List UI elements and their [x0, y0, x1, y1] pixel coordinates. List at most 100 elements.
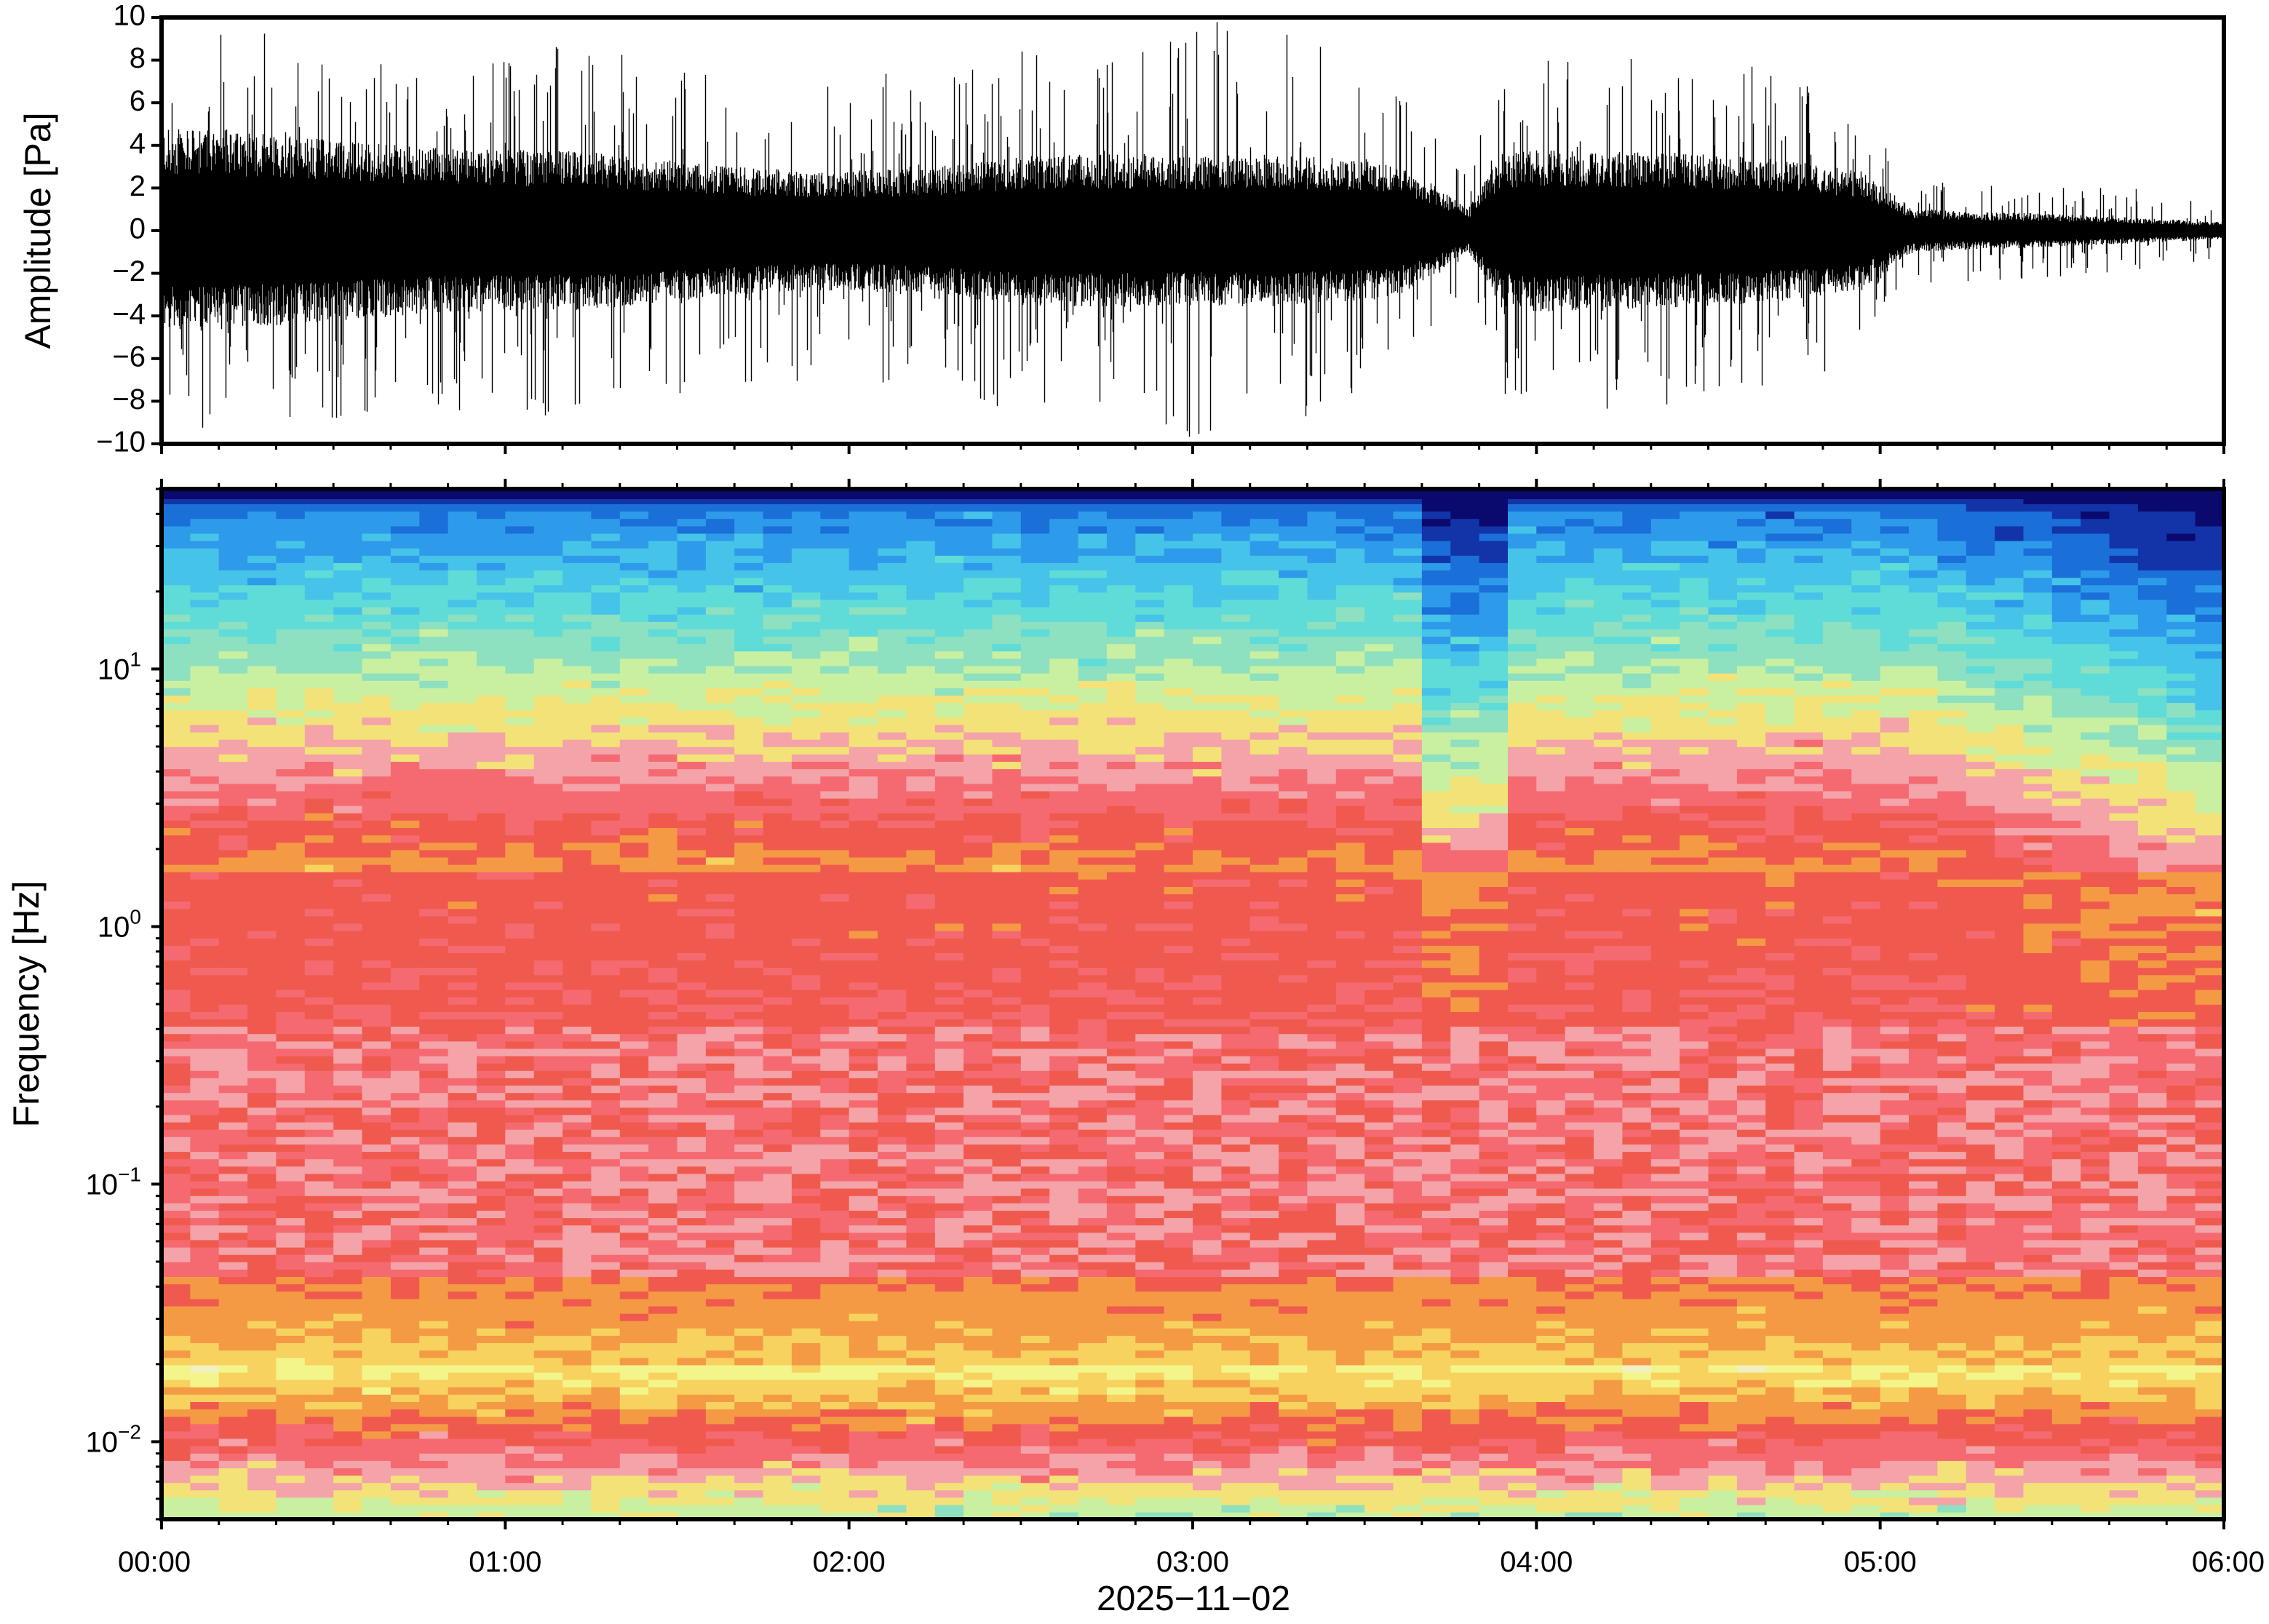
spectrogram-cell: [992, 1232, 1022, 1241]
spectrogram-cell: [1135, 1114, 1165, 1123]
spectrogram-cell: [563, 592, 592, 600]
spectrogram-cell: [992, 1394, 1022, 1402]
spectrogram-cell: [677, 621, 707, 629]
spectrogram-cell: [734, 547, 764, 556]
spectrogram-cell: [448, 1482, 477, 1491]
spectrogram-cell: [563, 1262, 592, 1270]
spectrogram-heatmap: [162, 489, 2224, 1519]
spectrogram-cell: [878, 717, 907, 725]
spectrogram-cell: [878, 1262, 907, 1270]
spectrogram-cell: [477, 1445, 506, 1454]
spectrogram-cell: [419, 776, 449, 784]
spectrogram-cell: [419, 783, 449, 792]
spectrogram-cell: [477, 570, 506, 578]
spectrogram-cell: [734, 739, 764, 747]
spectrogram-cell: [190, 1246, 220, 1255]
spectrogram-cell: [390, 1305, 421, 1314]
spectrogram-cell: [448, 658, 477, 666]
spectrogram-cell: [505, 1269, 535, 1277]
spectrogram-cell: [1106, 709, 1137, 718]
spectrogram-cell: [1106, 849, 1137, 858]
spectrogram-cell: [218, 1173, 248, 1182]
spectrogram-cell: [734, 1107, 764, 1115]
spectrogram-cell: [1106, 886, 1137, 895]
spectrogram-cell: [763, 930, 792, 939]
spectrogram-cell: [362, 996, 392, 1005]
spectrogram-cell: [304, 1379, 334, 1388]
spectrogram-cell: [619, 1033, 649, 1042]
spectrogram-cell: [276, 1489, 306, 1498]
spectrogram-cell: [878, 658, 907, 666]
spectrogram-cell: [763, 1173, 792, 1182]
spectrogram-cell: [820, 717, 850, 725]
spectrogram-cell: [849, 1121, 878, 1130]
spectrogram-cell: [1078, 776, 1108, 784]
spectrogram-cell: [1049, 1364, 1079, 1373]
spectrogram-cell: [878, 982, 907, 990]
spectrogram-cell: [763, 1320, 792, 1329]
spectrogram-cell: [563, 1430, 592, 1439]
spectrogram-cell: [1049, 1372, 1079, 1380]
spectrogram-cell: [734, 1489, 764, 1498]
spectrogram-cell: [906, 1011, 936, 1019]
spectrogram-cell: [849, 680, 878, 688]
spectrogram-cell: [390, 820, 421, 828]
spectrogram-cell: [218, 599, 248, 608]
spectrogram-cell: [190, 1453, 220, 1461]
spectrogram-cell: [419, 606, 449, 615]
spectrogram-cell: [1049, 1394, 1079, 1402]
spectrogram-cell: [218, 1350, 248, 1358]
spectrogram-cell: [619, 1357, 649, 1366]
spectrogram-cell: [1078, 923, 1108, 931]
spectrogram-cell: [648, 503, 678, 512]
spectrogram-cell: [791, 1313, 822, 1321]
spectrogram-cell: [362, 1453, 392, 1461]
spectrogram-cell: [304, 1085, 334, 1094]
spectrogram-cell: [963, 709, 993, 718]
spectrogram-cell: [1135, 886, 1165, 895]
spectrogram-cell: [934, 901, 964, 909]
spectrogram-cell: [791, 695, 822, 704]
spectrogram-cell: [591, 1394, 621, 1402]
spectrogram-cell: [477, 1386, 506, 1395]
spectrogram-cell: [218, 1062, 248, 1071]
spectrogram-cell: [247, 754, 277, 762]
spectrogram-cell: [849, 768, 878, 777]
spectrogram-cell: [1135, 754, 1165, 762]
spectrogram-cell: [906, 1394, 936, 1402]
spectrogram-cell: [1078, 717, 1108, 725]
spectrogram-cell: [505, 724, 535, 733]
spectrogram-cell: [763, 1394, 792, 1402]
spectrogram-cell: [563, 989, 592, 998]
spectrogram-cell: [333, 1137, 363, 1145]
spectrogram-cell: [218, 1335, 248, 1343]
spectrogram-cell: [276, 650, 306, 659]
spectrogram-cell: [1078, 761, 1108, 770]
spectrogram-cell: [333, 1151, 363, 1160]
spectrogram-cell: [734, 893, 764, 902]
spectrogram-cell: [849, 702, 878, 711]
spectrogram-cell: [763, 945, 792, 953]
spectrogram-cell: [1020, 1070, 1050, 1078]
spectrogram-cell: [333, 1048, 363, 1056]
spectrogram-cell: [390, 1430, 421, 1439]
spectrogram-cell: [791, 1320, 822, 1329]
spectrogram-cell: [1049, 577, 1079, 586]
spectrogram-cell: [390, 1107, 421, 1115]
spectrogram-cell: [1135, 1350, 1165, 1358]
spectrogram-cell: [190, 747, 220, 755]
spectrogram-cell: [591, 1504, 621, 1513]
spectrogram-cell: [276, 930, 306, 939]
spectrogram-cell: [849, 540, 878, 549]
spectrogram-cell: [878, 599, 907, 608]
spectrogram-cell: [1049, 1187, 1079, 1196]
spectrogram-cell: [1049, 1350, 1079, 1358]
spectrogram-cell: [1020, 967, 1050, 976]
spectrogram-cell: [934, 1423, 964, 1432]
spectrogram-cell: [763, 827, 792, 836]
spectrogram-cell: [648, 1401, 678, 1410]
spectrogram-cell: [849, 643, 878, 652]
spectrogram-cell: [619, 930, 649, 939]
spectrogram-cell: [849, 555, 878, 563]
spectrogram-cell: [448, 613, 477, 622]
